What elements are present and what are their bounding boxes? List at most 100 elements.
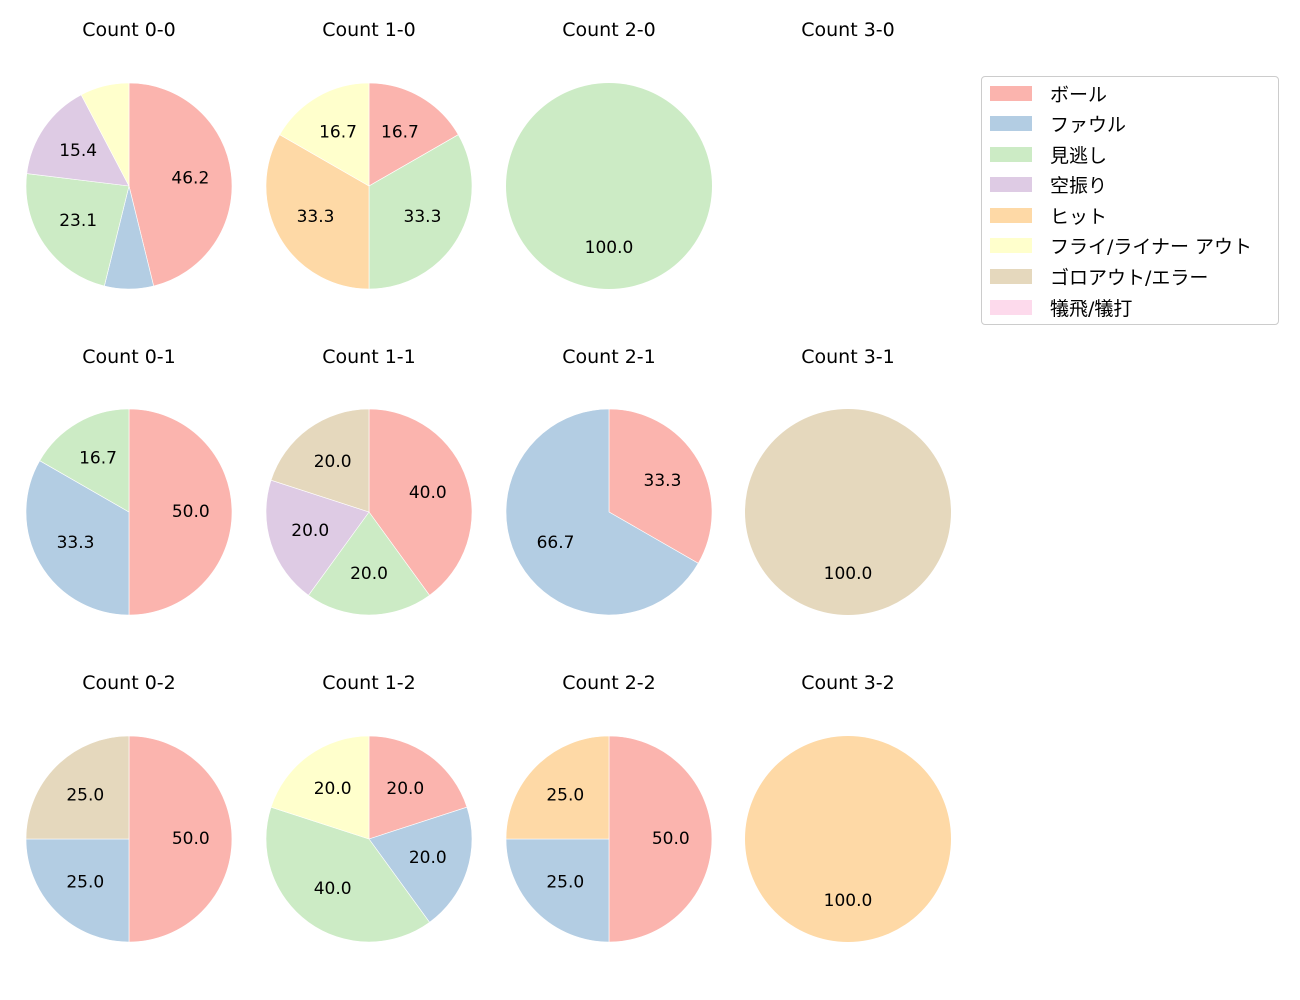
pie-slice bbox=[745, 409, 951, 615]
legend-label: ファウル bbox=[1050, 113, 1127, 136]
pie-slice bbox=[25, 173, 130, 287]
pie-title: Count 1-0 bbox=[322, 19, 416, 41]
pie-slice-label: 20.0 bbox=[314, 452, 352, 472]
pie-slice bbox=[265, 479, 370, 596]
legend-label: ゴロアウト/エラー bbox=[1050, 266, 1209, 289]
pie-slice bbox=[25, 460, 130, 616]
pie-slice-label: 16.7 bbox=[79, 449, 117, 469]
pie-slice-label: 20.0 bbox=[291, 521, 329, 541]
pie-slice-label: 100.0 bbox=[585, 238, 634, 258]
legend-label: ボール bbox=[1050, 83, 1108, 106]
legend-item-foul: ファウル bbox=[990, 111, 1127, 136]
pie-count-2-0: Count 2-0 100.0 bbox=[506, 19, 712, 289]
pie-slice bbox=[279, 82, 370, 187]
pie-slice bbox=[505, 838, 610, 943]
pie-slice bbox=[368, 134, 473, 290]
pie-count-0-0: Count 0-0 46.2 23.1 15.4 bbox=[25, 19, 233, 290]
pie-slice bbox=[505, 408, 699, 616]
pie-slice bbox=[265, 806, 430, 943]
pie-slice bbox=[745, 736, 951, 942]
pie-slice-label: 16.7 bbox=[319, 123, 357, 143]
legend-swatch bbox=[990, 299, 1032, 315]
legend-swatch bbox=[990, 207, 1032, 223]
pie-slice-label: 25.0 bbox=[546, 785, 584, 805]
legend-item-called-strike: 見逃し bbox=[990, 142, 1108, 167]
pie-count-3-2: Count 3-2 100.0 bbox=[745, 672, 951, 942]
pie-count-3-0: Count 3-0 bbox=[801, 19, 895, 41]
pie-title: Count 0-2 bbox=[82, 672, 176, 694]
pie-count-1-1: Count 1-1 40.0 20.0 20.0 20.0 bbox=[265, 346, 473, 616]
pie-slice-label: 100.0 bbox=[824, 564, 873, 584]
pie-title: Count 1-1 bbox=[322, 346, 416, 368]
legend-item-sacrifice: 犠飛/犠打 bbox=[990, 295, 1133, 320]
pie-count-1-2: Count 1-2 20.0 20.0 40.0 20.0 bbox=[265, 672, 473, 943]
pie-slice-label: 33.3 bbox=[404, 207, 442, 227]
pie-slice-label: 66.7 bbox=[537, 533, 575, 553]
legend-label: ヒット bbox=[1050, 205, 1108, 228]
legend-label: 空振り bbox=[1050, 174, 1108, 197]
pie-title: Count 3-1 bbox=[801, 346, 895, 368]
pie-title: Count 2-0 bbox=[562, 19, 656, 41]
pie-slice bbox=[128, 408, 233, 616]
pie-slice-label: 50.0 bbox=[172, 502, 210, 522]
pie-slice-label: 15.4 bbox=[59, 141, 97, 161]
legend-item-hit: ヒット bbox=[990, 203, 1108, 228]
pie-count-3-1: Count 3-1 100.0 bbox=[745, 346, 951, 615]
pie-slice-label: 33.3 bbox=[57, 533, 95, 553]
pie-count-0-1: Count 0-1 50.0 33.3 16.7 bbox=[25, 346, 233, 616]
pie-slice bbox=[368, 82, 459, 187]
legend-label: 犠飛/犠打 bbox=[1050, 297, 1133, 320]
pie-slice-label: 40.0 bbox=[409, 483, 447, 503]
pie-slice bbox=[128, 82, 233, 287]
pie-slice-label: 100.0 bbox=[824, 891, 873, 911]
pie-slice-label: 20.0 bbox=[314, 779, 352, 799]
pie-slice-label: 25.0 bbox=[66, 785, 104, 805]
pie-slice-label: 25.0 bbox=[66, 873, 104, 893]
pie-slice bbox=[368, 408, 473, 596]
pie-slice-label: 16.7 bbox=[381, 123, 419, 143]
pie-title: Count 0-0 bbox=[82, 19, 176, 41]
pie-slice bbox=[608, 408, 713, 564]
pie-slice bbox=[506, 83, 712, 289]
legend-swatch bbox=[990, 268, 1032, 284]
legend-item-swinging-strike: 空振り bbox=[990, 172, 1108, 197]
legend-label: フライ/ライナー アウト bbox=[1050, 235, 1253, 258]
legend-swatch bbox=[990, 115, 1032, 131]
pie-slice-label: 33.3 bbox=[644, 471, 682, 491]
pie-slice-label: 25.0 bbox=[546, 873, 584, 893]
legend-item-ground-out-error: ゴロアウト/エラー bbox=[990, 264, 1209, 289]
pie-title: Count 2-2 bbox=[562, 672, 656, 694]
legend-item-ball: ボール bbox=[990, 81, 1108, 106]
pie-slice-label: 20.0 bbox=[386, 779, 424, 799]
pie-title: Count 2-1 bbox=[562, 346, 656, 368]
pie-slice-label: 20.0 bbox=[409, 848, 447, 868]
pie-slice-label: 40.0 bbox=[314, 879, 352, 899]
legend-swatch bbox=[990, 237, 1032, 253]
legend-swatch bbox=[990, 85, 1032, 101]
pie-slice-label: 33.3 bbox=[297, 207, 335, 227]
pie-count-2-1: Count 2-1 33.3 66.7 bbox=[505, 346, 713, 616]
pie-slice-label: 46.2 bbox=[171, 169, 209, 189]
pie-title: Count 0-1 bbox=[82, 346, 176, 368]
pie-slice bbox=[39, 408, 130, 513]
pie-slice bbox=[368, 735, 468, 840]
pie-title: Count 3-2 bbox=[801, 672, 895, 694]
pie-slice bbox=[270, 735, 370, 840]
pie-slice bbox=[80, 82, 130, 187]
pie-slice-label: 20.0 bbox=[350, 564, 388, 584]
pie-slice-label: 50.0 bbox=[652, 829, 690, 849]
pie-slice bbox=[128, 735, 233, 943]
legend-label: 見逃し bbox=[1050, 144, 1108, 167]
pie-count-2-2: Count 2-2 50.0 25.0 25.0 bbox=[505, 672, 713, 943]
pie-slice bbox=[505, 735, 610, 840]
legend-item-fly-liner-out: フライ/ライナー アウト bbox=[990, 233, 1253, 258]
legend-swatch bbox=[990, 146, 1032, 162]
pie-slice bbox=[25, 735, 130, 840]
pie-count-1-0: Count 1-0 16.7 33.3 33.3 16.7 bbox=[265, 19, 473, 290]
pie-slice bbox=[270, 408, 370, 513]
legend: ボール ファウル 見逃し 空振り ヒット フライ/ライナー アウト ゴロアウト/… bbox=[981, 76, 1279, 325]
pie-slice-label: 23.1 bbox=[59, 211, 97, 231]
pie-count-0-2: Count 0-2 50.0 25.0 25.0 bbox=[25, 672, 233, 943]
pie-title: Count 1-2 bbox=[322, 672, 416, 694]
